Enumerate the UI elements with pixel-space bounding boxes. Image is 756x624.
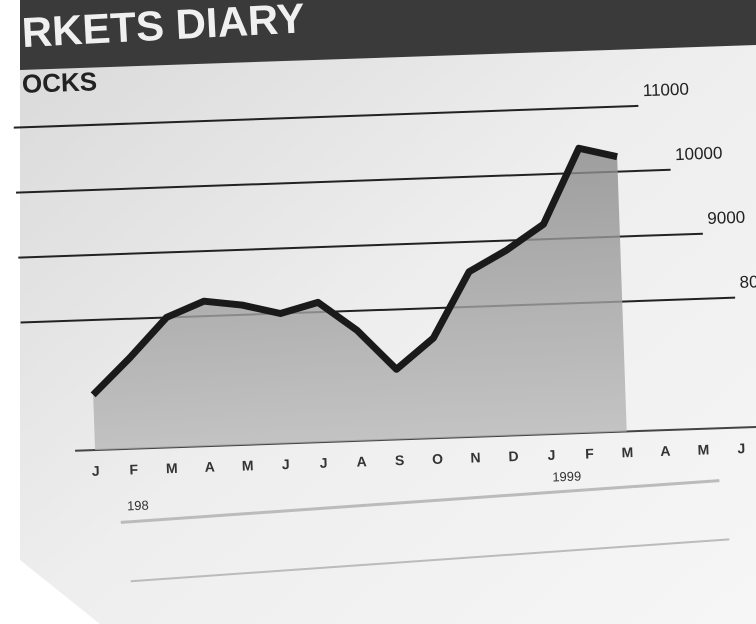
x-tick-label: A xyxy=(204,459,215,475)
x-tick-label: S xyxy=(395,452,405,468)
x-tick-label: J xyxy=(737,440,745,456)
y-tick-label: 9000 xyxy=(707,208,745,228)
year-label: 1999 xyxy=(552,469,581,485)
x-tick-label: D xyxy=(508,448,519,464)
y-tick-label: 800 xyxy=(739,272,756,292)
x-tick-label: A xyxy=(660,443,671,459)
photo: RKETS DIARY OCKS 80090001000011000JFMAMJ… xyxy=(0,0,756,624)
x-tick-label: M xyxy=(242,457,254,473)
page: RKETS DIARY OCKS 80090001000011000JFMAMJ… xyxy=(0,0,756,624)
y-tick-label: 10000 xyxy=(675,143,723,164)
x-tick-label: M xyxy=(166,460,178,476)
x-tick-label: F xyxy=(129,461,139,477)
x-tick-label: M xyxy=(697,441,709,457)
x-tick-label: J xyxy=(281,456,289,472)
x-tick-label: F xyxy=(585,445,595,461)
year-label: 198 xyxy=(127,498,149,514)
x-tick-label: M xyxy=(621,444,633,460)
section-title: OCKS xyxy=(21,66,97,99)
x-tick-label: J xyxy=(92,463,100,479)
y-tick-label: 11000 xyxy=(643,80,690,101)
x-tick-label: J xyxy=(547,447,555,463)
x-tick-label: O xyxy=(432,451,444,467)
x-tick-label: N xyxy=(470,449,481,465)
x-tick-label: A xyxy=(356,453,367,469)
x-tick-label: J xyxy=(319,455,327,471)
